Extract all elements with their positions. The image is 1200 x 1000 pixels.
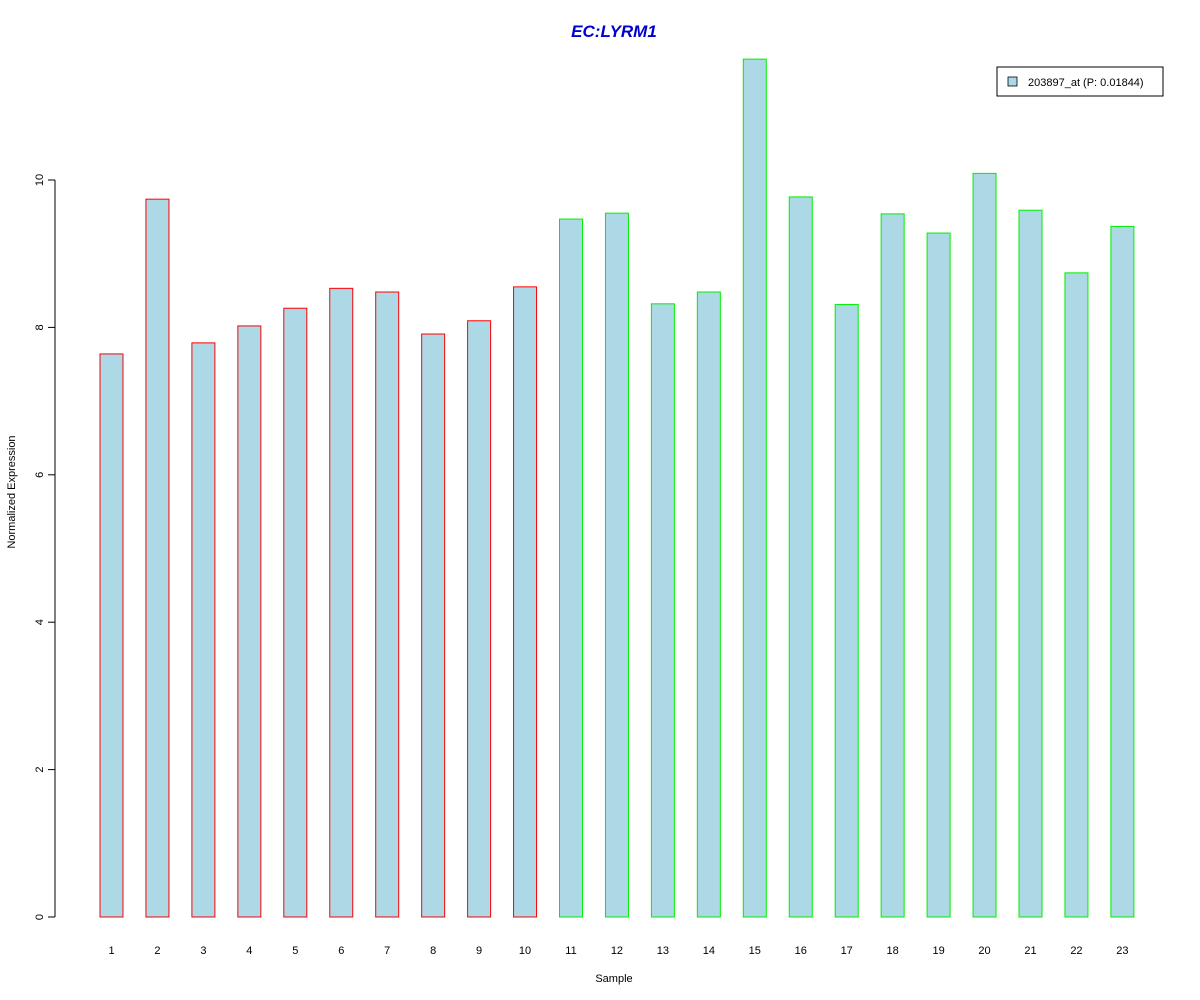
- y-tick-label: 4: [34, 619, 46, 625]
- bar-sample-12: [604, 212, 629, 918]
- bar-sample-16: [788, 196, 813, 918]
- x-tick-label: 10: [519, 945, 531, 957]
- y-axis-label: Normalized Expression: [6, 435, 18, 548]
- chart-title: EC:LYRM1: [571, 22, 657, 41]
- y-tick-label: 10: [34, 174, 46, 186]
- x-tick-label: 13: [657, 945, 669, 957]
- x-tick-label: 2: [154, 945, 160, 957]
- x-tick-label: 23: [1116, 945, 1128, 957]
- bar-sample-8: [421, 333, 446, 918]
- bar-sample-11: [559, 218, 583, 918]
- x-tick-label: 21: [1024, 945, 1036, 957]
- bars: [99, 58, 1135, 918]
- x-tick-label: 22: [1070, 945, 1082, 957]
- x-tick-label: 8: [430, 945, 436, 957]
- x-tick-label: 17: [841, 945, 853, 957]
- y-axis: 0 2 4 6 8 10: [34, 174, 56, 920]
- bar-sample-18: [880, 213, 905, 918]
- bar-sample-19: [926, 232, 951, 918]
- bar-sample-4: [237, 325, 262, 918]
- legend-label: 203897_at (P: 0.01844): [1028, 77, 1144, 89]
- bar-sample-2: [145, 198, 170, 918]
- bar-sample-3: [191, 342, 216, 918]
- bar-sample-14: [696, 291, 721, 918]
- x-tick-label: 4: [246, 945, 252, 957]
- x-tick-label: 3: [200, 945, 206, 957]
- x-tick-label: 16: [795, 945, 807, 957]
- y-tick-label: 8: [34, 324, 46, 330]
- x-tick-label: 11: [565, 945, 576, 957]
- legend-swatch: [1007, 76, 1018, 87]
- bar-sample-7: [375, 291, 400, 918]
- bar-sample-6: [329, 287, 354, 918]
- x-tick-label: 1: [108, 945, 114, 957]
- x-tick-label: 14: [703, 945, 715, 957]
- legend-box: [996, 66, 1164, 97]
- bar-sample-13: [650, 303, 675, 918]
- x-tick-label: 7: [384, 945, 390, 957]
- bar-sample-15: [742, 58, 767, 918]
- bar-sample-17: [834, 304, 859, 918]
- x-tick-labels: 1 2 3 4 5 6 7 8 9 10 11 12 13 14 15 16 17 18 19 20 21 22 23: [108, 945, 1128, 957]
- bar-sample-5: [283, 307, 308, 918]
- bar-sample-23: [1110, 225, 1135, 918]
- x-tick-label: 9: [476, 945, 482, 957]
- legend: 203897_at (P: 0.01844): [996, 66, 1164, 97]
- x-tick-label: 6: [338, 945, 344, 957]
- x-tick-label: 20: [978, 945, 990, 957]
- x-tick-label: 5: [292, 945, 298, 957]
- bar-sample-22: [1064, 272, 1089, 918]
- bar-sample-9: [467, 320, 492, 918]
- bar-sample-10: [513, 286, 538, 918]
- y-tick-label: 6: [34, 472, 46, 478]
- y-tick-label: 2: [34, 767, 46, 773]
- x-axis-label: Sample: [595, 973, 632, 985]
- x-tick-label: 12: [611, 945, 623, 957]
- y-tick-label: 0: [34, 914, 46, 920]
- x-tick-label: 15: [749, 945, 761, 957]
- x-tick-label: 18: [887, 945, 899, 957]
- x-tick-label: 19: [932, 945, 944, 957]
- bar-sample-1: [99, 353, 124, 918]
- bar-sample-20: [972, 172, 997, 918]
- bar-sample-21: [1018, 209, 1043, 918]
